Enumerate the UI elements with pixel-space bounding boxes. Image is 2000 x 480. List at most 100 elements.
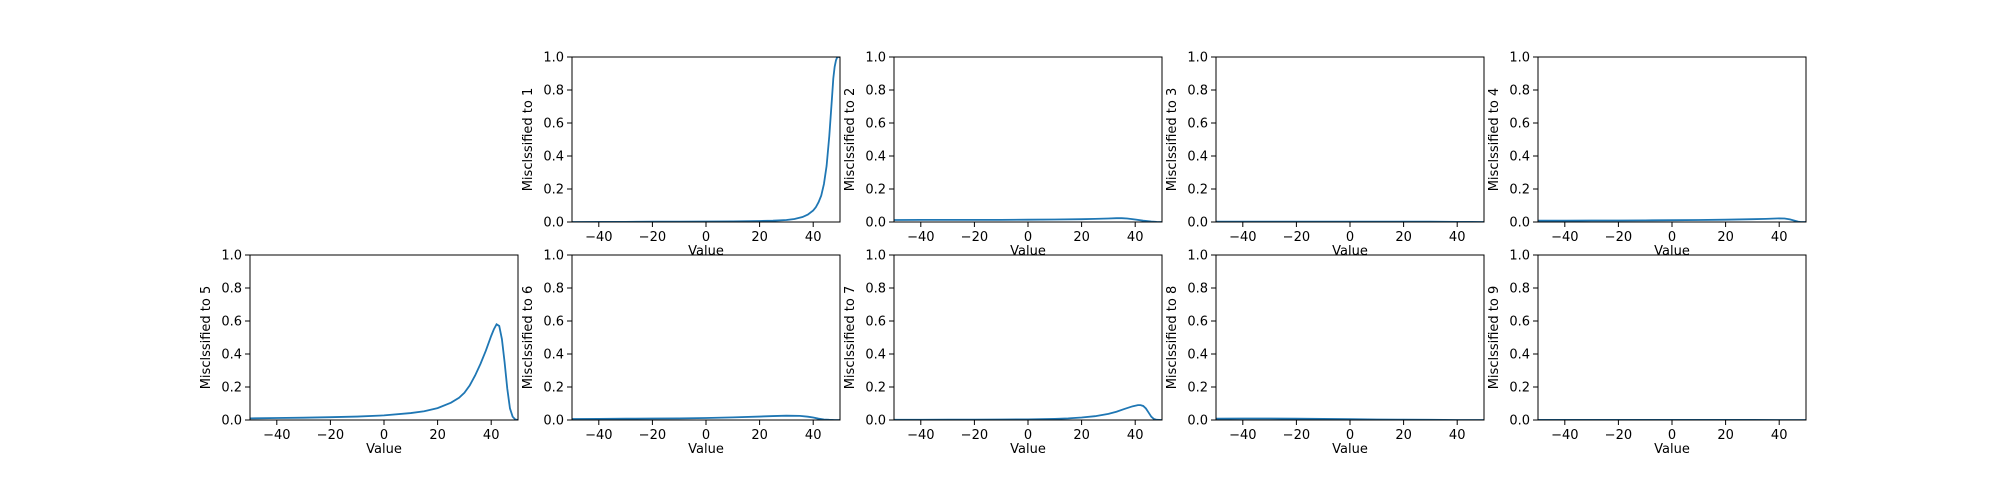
y-tick-label: 0.8 <box>1187 282 1208 297</box>
series-line <box>894 217 1162 222</box>
y-tick-label: 1.0 <box>1509 249 1530 264</box>
x-axis-label: Value <box>1332 442 1368 457</box>
x-tick-label: −20 <box>1283 230 1310 245</box>
y-axis-label: Misclssified to 2 <box>843 88 858 192</box>
y-tick-label: 0.4 <box>1187 348 1208 363</box>
y-axis-label: Misclssified to 6 <box>521 286 536 390</box>
y-tick-label: 1.0 <box>221 249 242 264</box>
x-axis-label: Value <box>366 442 402 457</box>
y-tick-label: 0.0 <box>543 414 564 429</box>
x-tick-label: 20 <box>1717 230 1734 245</box>
x-axis-label: Value <box>1010 244 1046 259</box>
axes-frame <box>571 56 841 223</box>
y-tick-label: 0.0 <box>1187 414 1208 429</box>
y-tick-label: 0.2 <box>1187 183 1208 198</box>
x-tick-label: 20 <box>1395 230 1412 245</box>
x-tick-label: 40 <box>805 230 822 245</box>
subplot-5: 0.0 0.2 0.4 0.6 0.8 1.0 −40 −20 0 20 40 Value Miscls… <box>199 249 519 457</box>
x-tick-label: 20 <box>1073 230 1090 245</box>
y-tick-label: 0.2 <box>1509 183 1530 198</box>
series-line <box>1538 217 1806 222</box>
y-tick-label: 0.0 <box>1187 216 1208 231</box>
x-tick-label: 0 <box>380 428 388 443</box>
y-tick-label: 0.4 <box>1187 150 1208 165</box>
x-tick-label: 0 <box>1024 230 1032 245</box>
axes-frame <box>1537 56 1807 223</box>
x-tick-label: −40 <box>585 230 612 245</box>
y-tick-label: 0.6 <box>1509 117 1530 132</box>
x-tick-label: 40 <box>483 428 500 443</box>
x-tick-label: 0 <box>1024 428 1032 443</box>
y-tick-label: 0.0 <box>865 414 886 429</box>
y-tick-label: 0.8 <box>865 282 886 297</box>
x-tick-label: 40 <box>1771 230 1788 245</box>
y-tick-label: 1.0 <box>543 51 564 66</box>
y-tick-label: 0.0 <box>221 414 242 429</box>
x-tick-label: −20 <box>639 230 666 245</box>
y-tick-label: 0.6 <box>543 315 564 330</box>
x-tick-label: 40 <box>1127 428 1144 443</box>
x-axis-label: Value <box>688 442 724 457</box>
y-tick-label: 0.6 <box>1187 117 1208 132</box>
series-line <box>250 323 518 420</box>
x-tick-label: −20 <box>1283 428 1310 443</box>
y-tick-label: 0.6 <box>865 315 886 330</box>
y-tick-label: 0.2 <box>221 381 242 396</box>
x-tick-label: 40 <box>1449 230 1466 245</box>
y-axis-label: Misclssified to 8 <box>1165 286 1180 390</box>
y-tick-label: 0.2 <box>543 183 564 198</box>
y-tick-label: 0.8 <box>1509 84 1530 99</box>
axes-frame <box>1215 56 1485 223</box>
x-tick-label: 20 <box>429 428 446 443</box>
y-axis-label: Misclssified to 3 <box>1165 88 1180 192</box>
x-tick-label: −20 <box>961 428 988 443</box>
x-tick-label: 0 <box>702 230 710 245</box>
x-tick-label: −20 <box>1605 428 1632 443</box>
axes-frame <box>893 254 1163 421</box>
x-tick-label: −40 <box>1229 230 1256 245</box>
y-tick-label: 1.0 <box>865 249 886 264</box>
y-tick-label: 0.6 <box>1187 315 1208 330</box>
y-tick-label: 0.4 <box>221 348 242 363</box>
x-tick-label: 20 <box>1717 428 1734 443</box>
y-axis-label: Misclssified to 7 <box>843 286 858 390</box>
x-tick-label: −20 <box>639 428 666 443</box>
x-tick-label: 40 <box>1449 428 1466 443</box>
x-tick-label: 20 <box>751 230 768 245</box>
subplot-3: 0.0 0.2 0.4 0.6 0.8 1.0 −40 −20 0 20 40 Value Miscls… <box>1165 51 1485 259</box>
series-line <box>572 57 840 222</box>
y-tick-label: 0.6 <box>1509 315 1530 330</box>
x-tick-label: 40 <box>805 428 822 443</box>
y-axis-label: Misclssified to 4 <box>1487 88 1502 192</box>
y-tick-label: 0.8 <box>865 84 886 99</box>
series-line <box>894 404 1162 420</box>
x-tick-label: −40 <box>1551 428 1578 443</box>
x-tick-label: 40 <box>1127 230 1144 245</box>
subplot-2: 0.0 0.2 0.4 0.6 0.8 1.0 −40 −20 0 20 40 Value Miscls… <box>843 51 1163 259</box>
y-tick-label: 0.2 <box>1509 381 1530 396</box>
y-axis-label: Misclssified to 5 <box>199 286 214 390</box>
x-tick-label: 20 <box>1395 428 1412 443</box>
y-tick-label: 0.4 <box>543 348 564 363</box>
y-tick-label: 1.0 <box>1187 249 1208 264</box>
subplot-8: 0.0 0.2 0.4 0.6 0.8 1.0 −40 −20 0 20 40 Value Miscls… <box>1165 249 1485 457</box>
x-tick-label: −40 <box>1551 230 1578 245</box>
x-tick-label: −40 <box>263 428 290 443</box>
y-axis-label: Misclssified to 9 <box>1487 286 1502 390</box>
subplot-4: 0.0 0.2 0.4 0.6 0.8 1.0 −40 −20 0 20 40 Value Miscls… <box>1487 51 1807 259</box>
x-tick-label: 0 <box>1668 230 1676 245</box>
x-axis-label: Value <box>1010 442 1046 457</box>
x-tick-label: 0 <box>702 428 710 443</box>
x-tick-label: −20 <box>317 428 344 443</box>
x-tick-label: −40 <box>1229 428 1256 443</box>
subplot-1: 0.0 0.2 0.4 0.6 0.8 1.0 −40 −20 0 20 40 Value Miscls… <box>521 51 841 259</box>
x-tick-label: −40 <box>907 428 934 443</box>
subplot-7: 0.0 0.2 0.4 0.6 0.8 1.0 −40 −20 0 20 40 Value Miscls… <box>843 249 1163 457</box>
y-tick-label: 0.2 <box>865 381 886 396</box>
y-tick-label: 0.6 <box>543 117 564 132</box>
y-tick-label: 0.6 <box>221 315 242 330</box>
series-line <box>572 414 840 420</box>
y-tick-label: 0.8 <box>1509 282 1530 297</box>
y-tick-label: 0.0 <box>865 216 886 231</box>
axes-frame <box>893 56 1163 223</box>
